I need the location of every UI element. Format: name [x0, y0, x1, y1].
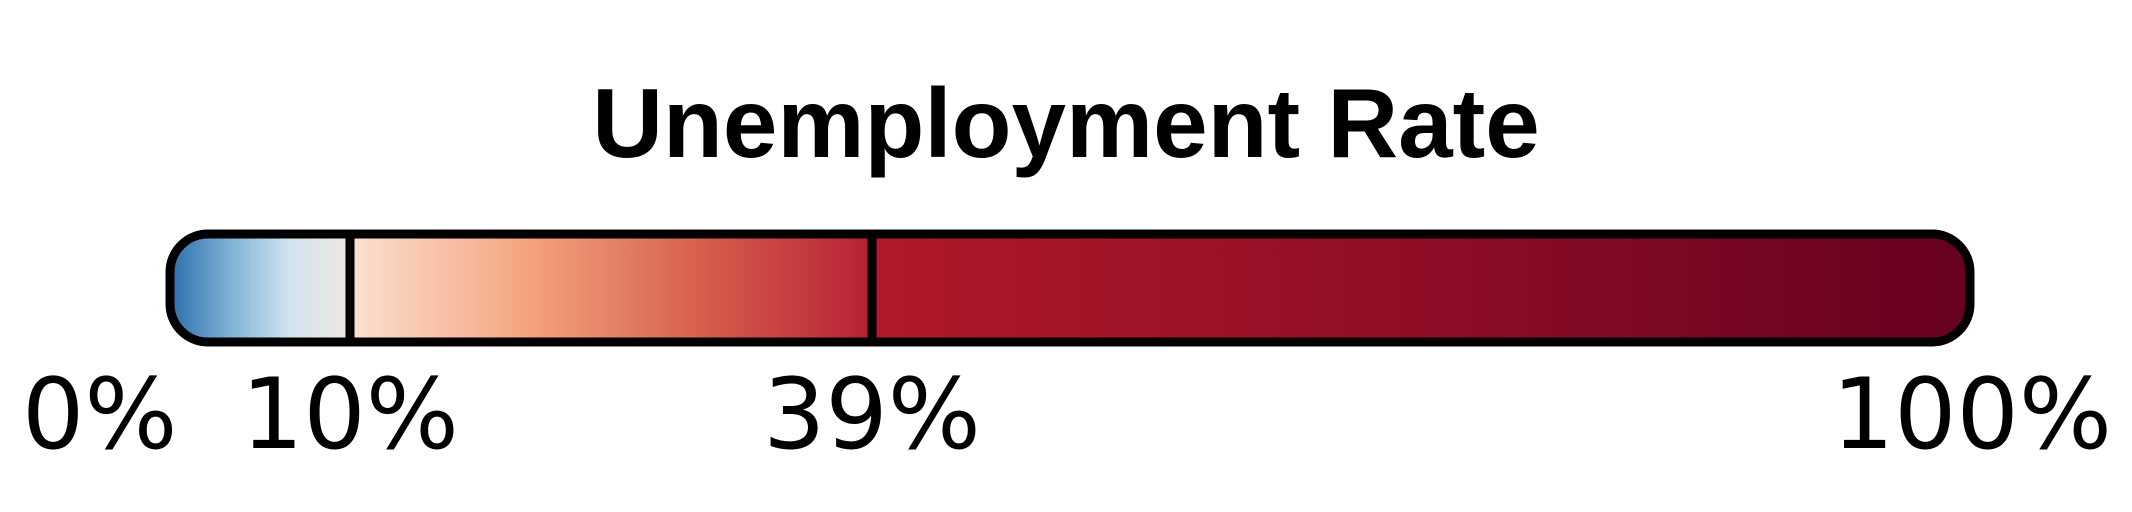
legend-segment-1: [350, 234, 872, 342]
legend-segment-2: [872, 234, 1970, 342]
legend-title: Unemployment Rate: [592, 68, 1540, 178]
legend-bar-outline: [165, 229, 1975, 347]
tick-label-3: 100%: [1832, 358, 2112, 472]
legend-tick-labels: 0% 10% 39% 100%: [22, 358, 2112, 472]
tick-label-2: 39%: [763, 358, 981, 472]
legend-segment-0: [170, 234, 350, 342]
tick-label-0: 0%: [22, 358, 177, 472]
legend-bar: [165, 229, 1975, 347]
tick-label-1: 10%: [241, 358, 459, 472]
